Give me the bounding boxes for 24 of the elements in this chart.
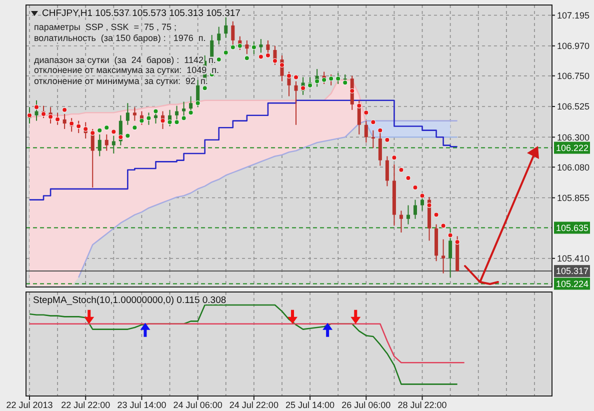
ref-line-label: 106.222	[556, 142, 589, 153]
ref-line-label: 105.224	[556, 278, 589, 289]
y-tick-label: 107.195	[557, 10, 590, 20]
y-tick-label: 106.750	[557, 70, 590, 81]
x-tick-label: 26 Jul 06:00	[342, 400, 391, 410]
ref-line-label: 105.317	[556, 266, 589, 276]
chart-title: StepMA_Stoch(10,1.00000000,0) 0.115 0.308	[33, 295, 226, 306]
x-tick-label: 25 Jul 14:00	[286, 400, 335, 410]
x-tick-label: 28 Jul 22:00	[398, 400, 447, 410]
chart-title: CHFJPY,H1 105.537 105.573 105.313 105.317	[42, 8, 240, 19]
x-tick-label: 23 Jul 14:00	[117, 400, 166, 410]
y-tick-label: 106.300	[557, 132, 590, 142]
x-tick-label: 22 Jul 2013	[6, 400, 53, 410]
x-tick-label: 24 Jul 06:00	[173, 400, 222, 410]
y-tick-label: 106.970	[557, 41, 590, 52]
annotation: параметры SSP , SSK = 75 , 75 ;	[34, 22, 177, 32]
y-tick-label: 105.855	[557, 192, 590, 203]
x-tick-label: 22 Jul 22:00	[61, 400, 110, 410]
y-tick-label: 106.525	[557, 102, 590, 112]
annotation: волатильность (за 150 баров) : 1976 п.	[34, 33, 206, 43]
x-tick-label: 24 Jul 22:00	[229, 400, 278, 410]
y-tick-label: 106.080	[557, 162, 590, 172]
y-tick-label: 105.410	[557, 254, 590, 264]
ref-line-label: 105.635	[556, 222, 589, 233]
